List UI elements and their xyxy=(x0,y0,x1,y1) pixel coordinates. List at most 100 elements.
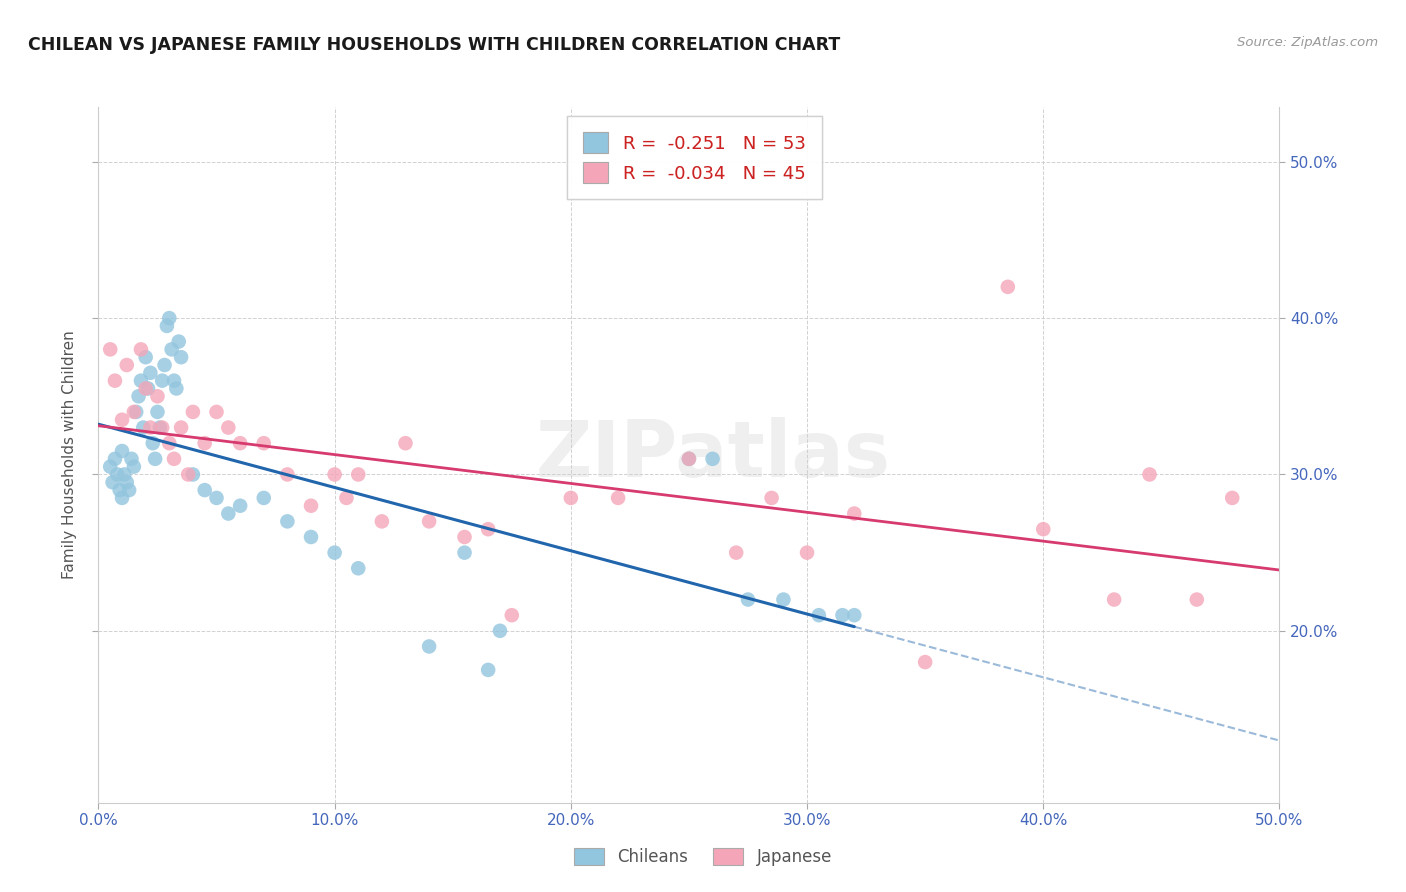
Point xyxy=(217,507,239,521)
Point xyxy=(807,608,830,623)
Point xyxy=(217,420,239,434)
Point xyxy=(323,546,346,560)
Point xyxy=(129,374,152,388)
Point xyxy=(1185,592,1208,607)
Point xyxy=(276,467,298,482)
Point xyxy=(844,608,866,623)
Point xyxy=(112,467,135,482)
Point xyxy=(477,522,499,536)
Point xyxy=(205,491,228,505)
Point xyxy=(371,514,394,528)
Point xyxy=(135,350,157,364)
Point xyxy=(194,436,217,450)
Point xyxy=(115,358,138,372)
Point xyxy=(831,608,853,623)
Point xyxy=(323,467,346,482)
Point xyxy=(170,420,193,434)
Point xyxy=(132,420,155,434)
Point xyxy=(725,546,748,560)
Point xyxy=(142,436,165,450)
Text: ZIPatlas: ZIPatlas xyxy=(536,417,890,493)
Point xyxy=(157,436,180,450)
Point xyxy=(150,374,173,388)
Point xyxy=(177,467,200,482)
Point xyxy=(418,514,440,528)
Point xyxy=(1220,491,1243,505)
Point xyxy=(165,382,187,396)
Point xyxy=(299,499,322,513)
Point xyxy=(737,592,759,607)
Point xyxy=(136,382,159,396)
Point xyxy=(139,420,162,434)
Y-axis label: Family Households with Children: Family Households with Children xyxy=(62,331,77,579)
Point xyxy=(453,530,475,544)
Point xyxy=(194,483,217,497)
Point xyxy=(914,655,936,669)
Point xyxy=(160,343,183,357)
Point xyxy=(121,451,143,466)
Point xyxy=(111,413,134,427)
Point xyxy=(678,451,700,466)
Point xyxy=(125,405,148,419)
Point xyxy=(347,561,370,575)
Point xyxy=(607,491,630,505)
Point xyxy=(1102,592,1125,607)
Point xyxy=(111,491,134,505)
Point xyxy=(453,546,475,560)
Point xyxy=(394,436,416,450)
Point xyxy=(118,483,141,497)
Point xyxy=(167,334,190,349)
Point xyxy=(1032,522,1054,536)
Point xyxy=(150,420,173,434)
Point xyxy=(104,451,127,466)
Point xyxy=(111,444,134,458)
Point xyxy=(229,499,252,513)
Point xyxy=(128,389,150,403)
Point xyxy=(229,436,252,450)
Point xyxy=(101,475,124,490)
Point xyxy=(143,451,166,466)
Point xyxy=(772,592,794,607)
Point xyxy=(115,475,138,490)
Point xyxy=(129,343,152,357)
Point xyxy=(299,530,322,544)
Point xyxy=(702,451,724,466)
Point xyxy=(105,467,128,482)
Point xyxy=(335,491,357,505)
Point xyxy=(122,405,145,419)
Point xyxy=(253,436,276,450)
Point xyxy=(501,608,523,623)
Point xyxy=(997,280,1019,294)
Legend: Chileans, Japanese: Chileans, Japanese xyxy=(565,840,841,875)
Point xyxy=(253,491,276,505)
Point xyxy=(135,382,157,396)
Text: CHILEAN VS JAPANESE FAMILY HOUSEHOLDS WITH CHILDREN CORRELATION CHART: CHILEAN VS JAPANESE FAMILY HOUSEHOLDS WI… xyxy=(28,36,841,54)
Point xyxy=(149,420,172,434)
Point xyxy=(146,405,169,419)
Point xyxy=(418,640,440,654)
Point xyxy=(98,343,121,357)
Point xyxy=(844,507,866,521)
Point xyxy=(98,459,121,474)
Point xyxy=(170,350,193,364)
Point xyxy=(153,358,176,372)
Point xyxy=(678,451,700,466)
Point xyxy=(276,514,298,528)
Point xyxy=(163,374,186,388)
Point xyxy=(146,389,169,403)
Point xyxy=(156,318,179,333)
Point xyxy=(1139,467,1161,482)
Point xyxy=(796,546,818,560)
Text: Source: ZipAtlas.com: Source: ZipAtlas.com xyxy=(1237,36,1378,49)
Point xyxy=(108,483,131,497)
Point xyxy=(761,491,783,505)
Point xyxy=(560,491,582,505)
Point xyxy=(181,405,204,419)
Point xyxy=(157,311,180,326)
Point xyxy=(181,467,204,482)
Point xyxy=(104,374,127,388)
Point xyxy=(477,663,499,677)
Point xyxy=(489,624,512,638)
Legend: R =  -0.251   N = 53, R =  -0.034   N = 45: R = -0.251 N = 53, R = -0.034 N = 45 xyxy=(567,116,821,199)
Point xyxy=(122,459,145,474)
